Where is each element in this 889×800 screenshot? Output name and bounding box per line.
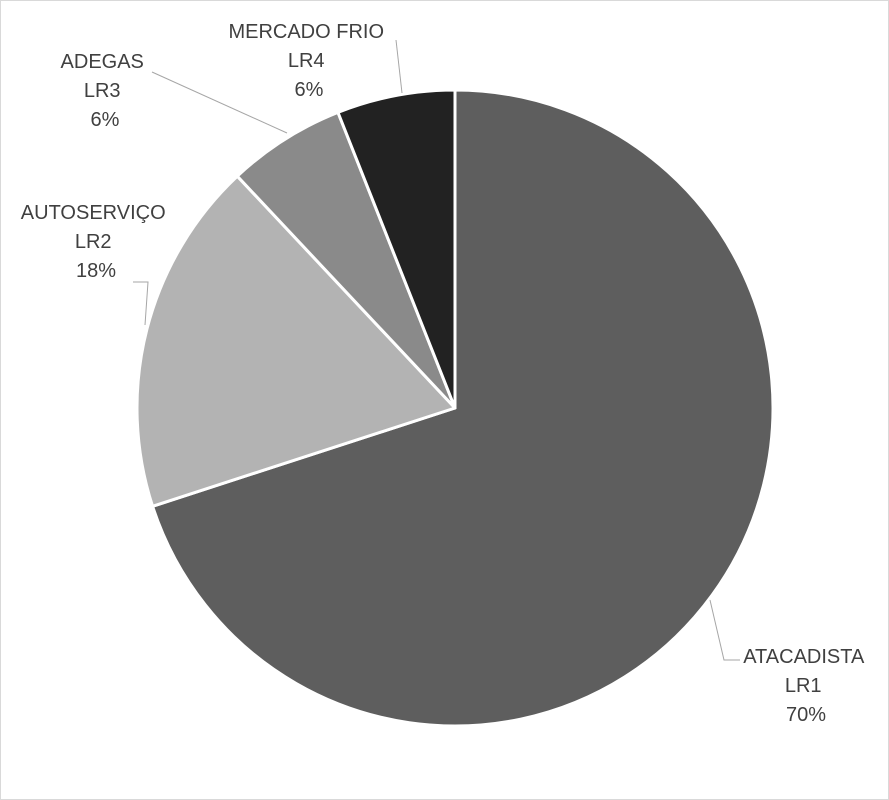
data-label-autoservico: AUTOSERVIÇO LR2 18% <box>21 202 171 282</box>
data-label-adegas: ADEGAS LR3 6% <box>61 51 150 131</box>
leader-line-adegas <box>151 71 288 134</box>
pie-slice-mercado-frio <box>336 88 457 410</box>
pie-slices <box>135 88 775 728</box>
leader-line-autoservico <box>133 281 149 326</box>
data-label-atacadista: ATACADISTA LR1 70% <box>743 646 869 726</box>
leader-line-atacadista <box>709 599 740 661</box>
leader-line-mercado-frio <box>395 39 403 94</box>
data-label-mercado-frio: MERCADO FRIO LR4 6% <box>228 21 389 101</box>
pie-slice-adegas <box>235 110 457 410</box>
leader-lines <box>133 39 740 661</box>
pie-slice-autoservi-o <box>135 174 457 508</box>
pie-slice-atacadista <box>151 88 775 728</box>
